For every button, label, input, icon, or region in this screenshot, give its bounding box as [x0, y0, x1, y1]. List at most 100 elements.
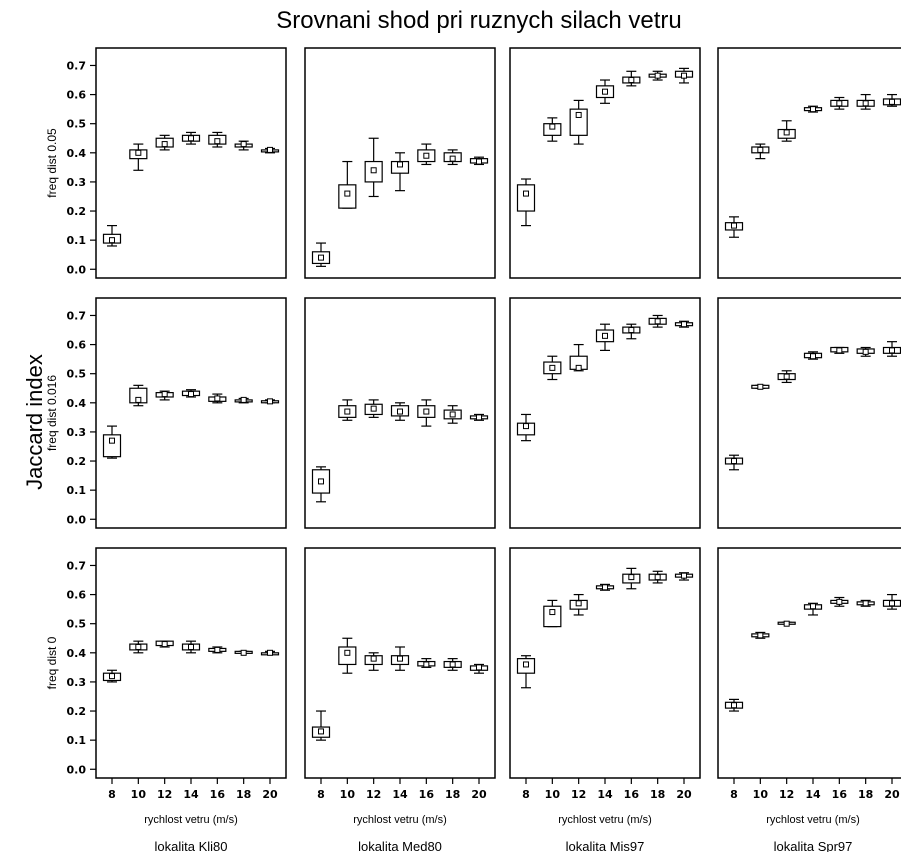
- panel-frame: [509, 297, 701, 529]
- box-mark: [516, 655, 536, 689]
- median-marker: [783, 620, 790, 627]
- box-mark: [622, 323, 641, 340]
- median-marker: [188, 135, 194, 142]
- median-marker: [397, 408, 403, 415]
- x-tick-label: 12: [571, 788, 586, 801]
- panel: [717, 297, 901, 529]
- x-tick-label: 8: [730, 788, 738, 801]
- median-marker: [681, 72, 687, 79]
- y-tick-label: 0.3: [67, 176, 87, 189]
- box-mark: [260, 649, 280, 656]
- row-label: freq dist 0.05: [45, 128, 59, 198]
- median-marker: [423, 408, 430, 415]
- box-mark: [469, 156, 489, 166]
- box-mark: [364, 652, 383, 671]
- box-mark: [443, 149, 462, 166]
- box-mark: [674, 572, 694, 581]
- median-marker: [681, 572, 687, 579]
- box-mark: [595, 79, 615, 104]
- median-marker: [318, 478, 324, 485]
- median-marker: [161, 641, 168, 648]
- box-mark: [751, 631, 770, 639]
- median-marker: [109, 673, 115, 680]
- box-mark: [830, 96, 849, 110]
- box-mark: [622, 567, 641, 590]
- box-body: [543, 605, 562, 628]
- box-mark: [516, 178, 536, 227]
- x-tick-label: 18: [236, 788, 251, 801]
- column-label: lokalita Spr97: [774, 839, 853, 852]
- box-mark: [102, 669, 122, 683]
- x-axis-label: rychlost vetru (m/s): [353, 814, 447, 826]
- x-tick-label: 20: [676, 788, 692, 801]
- median-marker: [109, 437, 115, 444]
- median-marker: [862, 348, 869, 355]
- median-marker: [240, 649, 247, 656]
- box-mark: [208, 131, 227, 148]
- x-tick-label: 20: [262, 788, 278, 801]
- median-marker: [188, 643, 194, 650]
- x-tick-label: 16: [832, 788, 848, 801]
- median-marker: [344, 190, 351, 197]
- y-tick-label: 0.5: [67, 618, 87, 631]
- box-mark: [856, 599, 875, 607]
- panel: [717, 47, 901, 279]
- box-mark: [129, 640, 148, 654]
- median-marker: [188, 391, 194, 398]
- box-mark: [648, 570, 667, 584]
- x-tick-label: 10: [131, 788, 147, 801]
- median-marker: [214, 138, 221, 145]
- y-tick-label: 0.7: [67, 59, 87, 72]
- panel-frame: [304, 297, 496, 529]
- box-mark: [234, 140, 253, 151]
- box-mark: [882, 593, 901, 610]
- median-marker: [602, 332, 608, 339]
- median-marker: [836, 100, 843, 107]
- median-marker: [318, 254, 324, 261]
- box-mark: [311, 466, 331, 503]
- box-mark: [155, 390, 174, 401]
- median-marker: [135, 643, 142, 650]
- box-mark: [648, 314, 667, 328]
- box-body: [102, 434, 122, 458]
- median-marker: [109, 237, 115, 244]
- y-tick-label: 0.2: [67, 205, 87, 218]
- median-marker: [757, 632, 764, 639]
- box-mark: [569, 343, 588, 372]
- box-mark: [390, 152, 410, 192]
- box-mark: [311, 242, 331, 267]
- box-mark: [364, 399, 383, 418]
- y-tick-label: 0.0: [67, 763, 87, 776]
- box-mark: [751, 383, 770, 390]
- box-mark: [830, 346, 849, 354]
- row-label: freq dist 0.016: [45, 375, 59, 451]
- median-marker: [836, 598, 843, 605]
- y-tick-label: 0.6: [67, 589, 87, 602]
- median-marker: [889, 98, 895, 105]
- median-marker: [370, 655, 377, 662]
- median-marker: [397, 161, 403, 168]
- y-tick-label: 0.4: [67, 147, 87, 160]
- box-mark: [595, 323, 615, 352]
- median-marker: [476, 158, 482, 165]
- y-tick-label: 0.5: [67, 368, 87, 381]
- box-mark: [469, 663, 489, 674]
- median-marker: [476, 414, 482, 421]
- median-marker: [267, 398, 273, 405]
- x-tick-label: 18: [445, 788, 460, 801]
- panel-frame: [95, 47, 287, 279]
- panel: 8 10 12 14 16 18 20 rychlost vetru (m/s) lokalit…: [717, 547, 901, 852]
- median-marker: [423, 152, 430, 159]
- y-tick-label: 0.3: [67, 426, 87, 439]
- box-mark: [390, 646, 410, 671]
- median-marker: [214, 646, 221, 653]
- box-mark: [724, 698, 744, 712]
- column-label: lokalita Mis97: [566, 839, 645, 852]
- median-marker: [214, 395, 221, 402]
- median-marker: [862, 100, 869, 107]
- median-marker: [161, 391, 168, 398]
- panel: 8 10 12 14 16 18 20 rychlost vetru (m/s) lokalit…: [509, 547, 701, 852]
- median-marker: [135, 149, 142, 156]
- panel-frame: [509, 547, 701, 779]
- box-mark: [155, 134, 174, 151]
